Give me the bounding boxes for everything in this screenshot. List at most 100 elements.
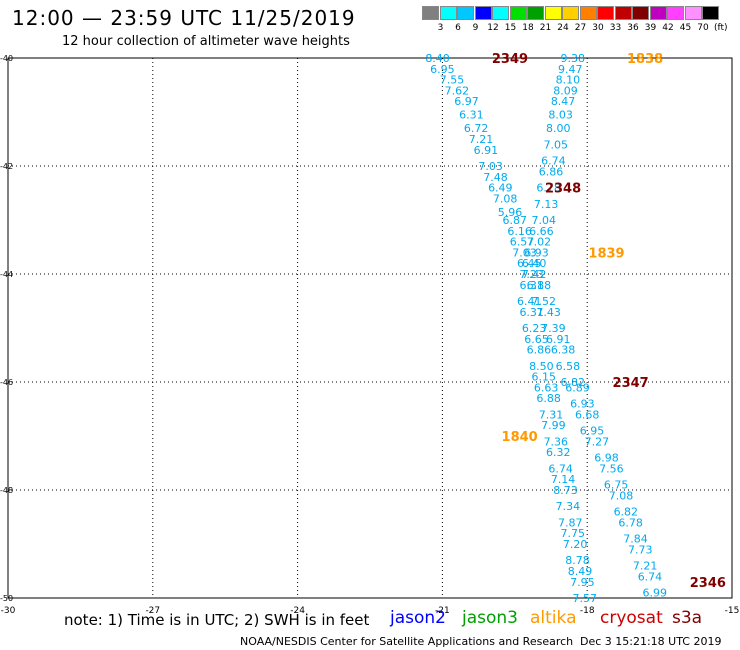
legend-altika: altika [530, 608, 577, 628]
legend-cryosat: cryosat [600, 608, 663, 628]
wave-height-value: 6.38 [551, 344, 576, 357]
wave-height-value: 6.86 [539, 165, 564, 178]
wave-height-value: 6.93 [570, 398, 595, 411]
wave-height-value: 6.93 [524, 246, 549, 259]
wave-height-value: 8.73 [553, 484, 578, 497]
wave-height-value: 7.39 [541, 322, 566, 335]
scale-label: 27 [574, 23, 587, 33]
legend-s3a: s3a [672, 608, 703, 628]
wave-height-value: 7.03 [512, 246, 537, 259]
wave-height-value: 9.38 [560, 52, 585, 65]
wave-height-value: 7.05 [544, 138, 569, 151]
scale-units: (ft) [714, 23, 728, 33]
chart-title: 12:00 — 23:59 UTC 11/25/2019 [12, 6, 356, 30]
scale-swatch [457, 6, 474, 20]
x-tick-label: -27 [145, 606, 160, 616]
x-tick-label: -30 [1, 606, 16, 616]
wave-height-value: 6.95 [430, 63, 455, 76]
wave-height-value: 6.72 [464, 122, 489, 135]
scale-label: 12 [487, 23, 499, 33]
wave-height-value: 8.00 [546, 122, 571, 135]
pass-number-label: 2348 [545, 182, 581, 197]
wave-height-value: 7.03 [478, 160, 503, 173]
wave-height-value: 6.82 [560, 376, 585, 389]
scale-swatch [579, 6, 597, 20]
scale-label: 45 [679, 23, 692, 33]
wave-height-value: 7.36 [544, 435, 569, 448]
wave-height-value: 9.47 [558, 63, 583, 76]
wave-height-value: 6.57 [510, 236, 535, 249]
wave-height-value: 7.42 [522, 268, 547, 281]
wave-height-value: 8.09 [553, 84, 578, 97]
wave-height-value: 6.41 [517, 295, 542, 308]
y-tick-label: -40 [0, 54, 13, 63]
scale-swatch [422, 6, 439, 20]
wave-height-value: 8.50 [529, 360, 554, 373]
wave-height-value: 6.65 [524, 333, 549, 346]
wave-height-value: 6.88 [536, 392, 561, 405]
wave-height-value: 6.88 [527, 279, 552, 292]
wave-height-value: 6.15 [532, 371, 557, 384]
wave-height-value: 7.14 [551, 473, 576, 486]
scale-swatch [562, 6, 579, 20]
wave-height-value: 6.89 [565, 381, 590, 394]
wave-height-value: 6.31 [459, 109, 484, 122]
scale-swatch [632, 6, 649, 20]
wave-height-value: 7.04 [532, 214, 557, 227]
wave-height-value: 6.91 [546, 333, 571, 346]
wave-height-value: 7.99 [541, 419, 566, 432]
wave-height-value: 7.23 [519, 268, 544, 281]
scale-swatch [492, 6, 509, 20]
wave-height-value: 7.31 [539, 408, 564, 421]
wave-height-value: 5.96 [498, 206, 523, 219]
legend-jason3: jason3 [462, 608, 518, 628]
wave-height-value: 6.99 [643, 587, 668, 600]
wave-height-value: 6.31 [519, 306, 544, 319]
wave-height-value: 7.13 [534, 198, 559, 211]
scale-label: 15 [504, 23, 517, 33]
wave-height-value: 7.20 [563, 538, 588, 551]
wave-height-value: 7.56 [599, 462, 624, 475]
wave-height-value: 6.91 [474, 144, 499, 157]
wave-height-value: 7.34 [556, 500, 581, 513]
wave-height-value: 7.08 [493, 192, 518, 205]
x-tick-label: -24 [290, 606, 305, 616]
scale-swatch [649, 6, 667, 20]
scale-swatch [544, 6, 562, 20]
wave-height-value: 6.74 [638, 570, 663, 583]
wave-height-value: 6.97 [454, 95, 479, 108]
wave-height-value: 7.08 [609, 489, 634, 502]
x-tick-label: -15 [725, 606, 740, 616]
wave-height-value: 6.31 [519, 279, 544, 292]
wave-height-value: 6.68 [575, 408, 600, 421]
wave-height-value: 7.75 [560, 527, 585, 540]
footer-note: note: 1) Time is in UTC; 2) SWH is in fe… [64, 611, 370, 629]
y-tick-label: -50 [0, 594, 13, 603]
wave-height-value: 6.74 [548, 462, 573, 475]
wave-height-value: 6.32 [546, 446, 571, 459]
scale-label: 70 [697, 23, 709, 33]
wave-height-value: 7.43 [536, 306, 561, 319]
scale-label: 21 [539, 23, 552, 33]
wave-height-value: 7.48 [483, 171, 508, 184]
wave-height-value: 7.21 [469, 133, 494, 146]
wave-height-value: 6.63 [534, 381, 559, 394]
credit-line: NOAA/NESDIS Center for Satellite Applica… [240, 635, 574, 648]
scale-label: 9 [472, 23, 479, 33]
wave-height-value: 6.45 [517, 257, 542, 270]
wave-height-value: 6.40 [522, 257, 547, 270]
scale-label: 18 [522, 23, 534, 33]
wave-height-value: 7.02 [527, 236, 552, 249]
scale-label: 6 [455, 23, 461, 33]
scale-label: 30 [592, 23, 604, 33]
pass-number-label: 1839 [588, 246, 624, 261]
x-tick-label: -21 [435, 606, 450, 616]
pass-number-label: 2346 [690, 576, 726, 591]
y-tick-label: -44 [0, 270, 13, 279]
wave-height-value: 6.86 [527, 344, 552, 357]
pass-number-label: 1838 [627, 52, 663, 67]
wave-height-value: 7.95 [570, 576, 595, 589]
wave-height-value: 7.57 [573, 592, 598, 605]
wave-height-value: 6.78 [618, 516, 643, 529]
